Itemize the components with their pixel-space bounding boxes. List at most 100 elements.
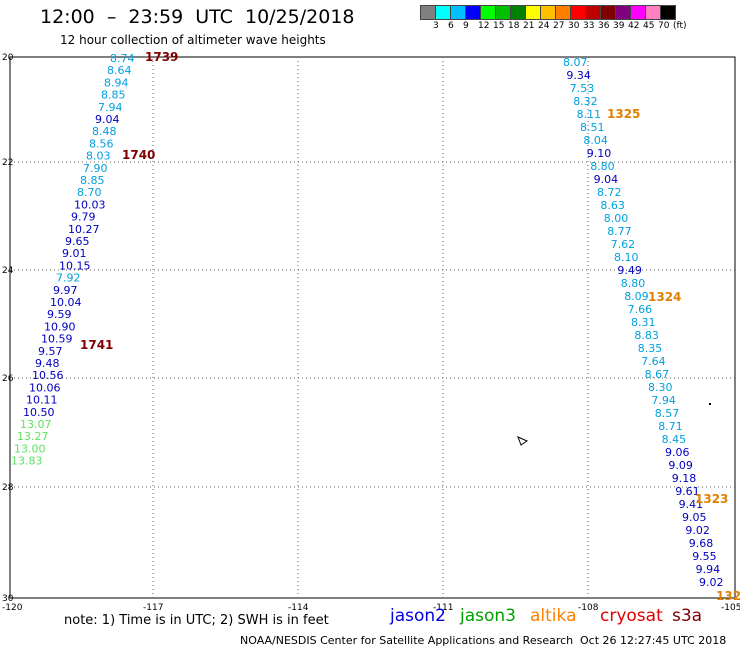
color-scale-labels: 3 6 9 12 15 18 21 24 27 30 33 36 39 42 45 70 (ft)	[420, 21, 740, 33]
pass-time-label: 1739	[145, 50, 178, 64]
pass-time-label: 1740	[122, 148, 155, 162]
map-frame	[9, 56, 736, 599]
color-scale-label: 33	[583, 21, 595, 31]
wave-height-value: 10.56	[32, 369, 64, 382]
wave-height-value: 9.02	[699, 576, 724, 589]
wave-height-value: 8.72	[597, 186, 622, 199]
wave-height-value: 8.30	[648, 381, 673, 394]
wave-height-value: 8.07	[563, 56, 588, 69]
wave-height-value: 10.59	[41, 333, 73, 346]
wave-height-value: 9.61	[675, 485, 700, 498]
wave-height-value: 9.04	[95, 113, 120, 126]
wave-height-value: 9.02	[685, 524, 710, 537]
color-scale-label: 24	[538, 21, 550, 31]
wave-height-value: 9.41	[679, 498, 704, 511]
wave-height-value: 9.68	[689, 537, 714, 550]
wave-height-value: 8.03	[86, 150, 111, 163]
wave-height-value: 8.64	[107, 64, 132, 77]
wave-height-value: 8.10	[614, 251, 639, 264]
color-scale-label: 15	[493, 21, 505, 31]
satellite-name: cryosat	[600, 606, 663, 626]
wave-height-value: 9.65	[65, 235, 90, 248]
longitude-label: -114	[288, 603, 309, 613]
color-scale-label: 39	[613, 21, 625, 31]
color-scale-label: 3	[433, 21, 439, 31]
wave-height-value: 8.80	[621, 277, 646, 290]
wave-height-value: 8.74	[110, 52, 135, 65]
latitude-label: 26	[2, 374, 14, 384]
wave-height-value: 9.49	[617, 264, 642, 277]
footer-note: note: 1) Time is in UTC; 2) SWH is in fe…	[64, 613, 329, 628]
wave-height-value: 9.34	[566, 69, 591, 82]
latitude-label: 20	[2, 53, 14, 63]
wave-height-value: 10.27	[68, 223, 100, 236]
wave-height-value: 9.48	[35, 357, 60, 370]
color-scale-label: 21	[523, 21, 535, 31]
wave-height-value: 8.09	[624, 290, 649, 303]
wave-height-value: 7.92	[56, 272, 81, 285]
wave-height-value: 8.48	[92, 125, 117, 138]
longitude-label: -120	[2, 603, 23, 613]
map-title: 12:00 – 23:59 UTC 10/25/2018	[40, 6, 355, 28]
wave-height-value: 7.64	[641, 355, 666, 368]
wave-height-value: 9.59	[47, 308, 72, 321]
wave-height-value: 9.97	[53, 284, 78, 297]
wave-height-value: 8.31	[631, 316, 656, 329]
wave-height-value: 8.77	[607, 225, 632, 238]
wave-height-value: 13.00	[14, 442, 46, 455]
pass-time-label: 132	[716, 589, 740, 603]
latitude-label: 24	[2, 266, 14, 276]
satellite-name: altika	[530, 606, 577, 626]
wave-height-value: 10.11	[26, 394, 58, 407]
wave-height-value: 7.53	[570, 82, 595, 95]
wave-height-value: 8.57	[655, 407, 680, 420]
color-scale-label: 30	[568, 21, 580, 31]
wave-height-value: 13.27	[17, 430, 49, 443]
wave-height-value: 7.62	[611, 238, 636, 251]
wave-height-value: 9.04	[594, 173, 619, 186]
latitude-label: 30	[2, 594, 14, 604]
wave-height-value: 10.06	[29, 381, 61, 394]
wave-height-value: 8.85	[101, 89, 126, 102]
color-scale-label: 12	[478, 21, 490, 31]
wave-height-value: 8.80	[590, 160, 615, 173]
color-swatch	[660, 5, 676, 20]
wave-height-value: 8.94	[104, 76, 129, 89]
generation-timestamp: Oct 26 12:27:45 UTC 2018	[580, 634, 727, 647]
map-subtitle: 12 hour collection of altimeter wave hei…	[60, 33, 326, 47]
wave-height-value: 9.57	[38, 345, 63, 358]
satellite-name: s3a	[672, 606, 703, 626]
color-scale-label: 45	[643, 21, 655, 31]
wave-height-value: 9.10	[587, 147, 612, 160]
color-scale-label: 36	[598, 21, 610, 31]
wave-height-value: 7.94	[98, 101, 123, 114]
color-scale-label: 6	[448, 21, 454, 31]
longitude-label: -117	[143, 603, 163, 613]
color-scale-label: 42	[628, 21, 640, 31]
wave-height-value: 7.66	[628, 303, 653, 316]
wave-height-value: 8.71	[658, 420, 683, 433]
wave-height-value: 8.83	[634, 329, 659, 342]
color-scale-label: 18	[508, 21, 520, 31]
island-outline	[517, 436, 529, 446]
wave-height-value: 9.01	[62, 247, 87, 260]
pass-time-label: 1324	[648, 290, 681, 304]
island-dot	[709, 403, 711, 405]
satellite-name: jason3	[460, 606, 516, 626]
wave-height-value: 8.11	[577, 108, 602, 121]
wave-height-value: 8.51	[580, 121, 605, 134]
wave-height-value: 9.18	[672, 472, 697, 485]
wave-height-value: 7.94	[651, 394, 676, 407]
color-scale	[420, 5, 676, 20]
wave-height-value: 9.94	[696, 563, 721, 576]
satellite-name: jason2	[390, 606, 446, 626]
color-scale-label: 9	[463, 21, 469, 31]
wave-height-value: 9.79	[71, 211, 96, 224]
wave-height-value: 8.63	[600, 199, 625, 212]
wave-height-value: 8.32	[573, 95, 598, 108]
wave-height-value: 8.35	[638, 342, 663, 355]
wave-height-value: 10.90	[44, 320, 76, 333]
longitude-label: -105	[721, 603, 740, 613]
wave-height-value: 10.50	[23, 406, 55, 419]
